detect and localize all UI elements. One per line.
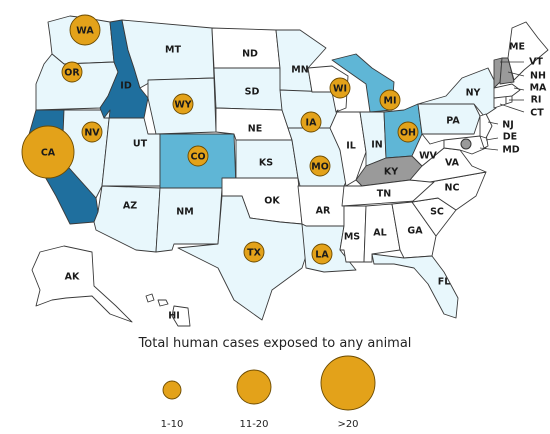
label-ny: NY xyxy=(466,88,481,99)
label-co: CO xyxy=(190,152,205,163)
label-fl: FL xyxy=(438,277,451,288)
bubble-mo[interactable] xyxy=(309,155,331,177)
label-mi: MI xyxy=(384,96,397,107)
legend: 1-10 11-20 >20 xyxy=(161,355,376,430)
label-tx: TX xyxy=(247,248,261,259)
label-wv: WV xyxy=(419,151,437,162)
label-in: IN xyxy=(371,140,383,151)
label-nd: ND xyxy=(242,49,258,60)
state-tx[interactable] xyxy=(177,195,309,321)
label-nm: NM xyxy=(176,207,193,218)
legend-label-medium: 11-20 xyxy=(239,419,268,430)
label-ms: MS xyxy=(344,232,360,243)
state-nj[interactable] xyxy=(479,113,493,139)
state-hi-3[interactable] xyxy=(171,305,191,327)
label-mn: MN xyxy=(291,65,308,76)
label-wi: WI xyxy=(333,84,347,95)
label-nv: NV xyxy=(84,128,100,139)
state-ak[interactable] xyxy=(31,245,133,323)
label-il: IL xyxy=(346,141,356,152)
label-nh: NH xyxy=(530,71,546,82)
bubble-oh[interactable] xyxy=(397,121,419,143)
state-ut[interactable] xyxy=(101,109,161,187)
label-or: OR xyxy=(64,68,80,79)
state-hi-1[interactable] xyxy=(145,293,155,303)
label-mt: MT xyxy=(165,45,181,56)
label-de: DE xyxy=(503,132,517,143)
label-md: MD xyxy=(502,145,519,156)
label-nj: NJ xyxy=(502,120,514,131)
callout-lines xyxy=(479,61,525,151)
bubble-or[interactable] xyxy=(61,61,83,83)
bubble-ia[interactable] xyxy=(300,111,322,133)
bubble-la[interactable] xyxy=(311,243,333,265)
label-hi: HI xyxy=(168,311,180,322)
legend-label-large: >20 xyxy=(337,419,358,430)
state-wi[interactable] xyxy=(307,65,349,113)
label-nc: NC xyxy=(445,183,460,194)
bubble-co[interactable] xyxy=(187,145,209,167)
bubble-layer xyxy=(21,14,419,265)
label-ga: GA xyxy=(407,226,423,237)
state-labels: WA OR CA NV ID MT WY UT CO AZ NM ND SD N… xyxy=(41,26,547,322)
label-va: VA xyxy=(445,158,460,169)
label-ia: IA xyxy=(306,118,318,129)
state-fl[interactable] xyxy=(371,253,459,319)
label-ct: CT xyxy=(530,108,544,119)
bubble-mi[interactable] xyxy=(379,89,401,111)
state-nm[interactable] xyxy=(155,187,223,253)
bubble-wi[interactable] xyxy=(329,77,351,99)
state-nh[interactable] xyxy=(499,57,515,85)
label-sd: SD xyxy=(245,87,260,98)
label-ut: UT xyxy=(133,139,148,150)
label-sc: SC xyxy=(430,207,444,218)
state-az[interactable] xyxy=(93,185,161,253)
label-ks: KS xyxy=(259,158,273,169)
state-me[interactable] xyxy=(507,21,549,81)
state-nc[interactable] xyxy=(411,171,487,211)
state-ma[interactable] xyxy=(493,83,521,99)
label-la: LA xyxy=(315,250,329,261)
label-wa: WA xyxy=(76,26,94,37)
label-wy: WY xyxy=(174,100,191,111)
bubble-nv[interactable] xyxy=(81,121,103,143)
label-ma: MA xyxy=(530,83,547,94)
legend-title: Total human cases exposed to any animal xyxy=(138,336,412,351)
state-hi-2[interactable] xyxy=(157,299,169,307)
label-ok: OK xyxy=(264,196,280,207)
label-ca: CA xyxy=(41,148,56,159)
label-al: AL xyxy=(373,228,386,239)
states-layer xyxy=(27,15,549,327)
legend-bubble-large xyxy=(320,355,376,411)
label-pa: PA xyxy=(446,116,460,127)
bubble-wy[interactable] xyxy=(172,93,194,115)
label-tn: TN xyxy=(377,189,391,200)
label-me: ME xyxy=(509,42,525,53)
label-ar: AR xyxy=(316,206,331,217)
label-vt: VT xyxy=(529,57,543,68)
bubble-ca[interactable] xyxy=(21,125,75,179)
label-az: AZ xyxy=(123,201,137,212)
legend-label-small: 1-10 xyxy=(161,419,184,430)
legend-bubble-medium xyxy=(236,369,272,405)
label-ky: KY xyxy=(384,167,398,178)
label-ri: RI xyxy=(531,95,542,106)
dc-marker[interactable] xyxy=(460,138,472,150)
bubble-tx[interactable] xyxy=(243,241,265,263)
label-ak: AK xyxy=(65,272,80,283)
label-ne: NE xyxy=(248,124,262,135)
label-id: ID xyxy=(120,81,132,92)
legend-bubble-small xyxy=(162,380,182,400)
bubble-wa[interactable] xyxy=(69,14,101,46)
label-oh: OH xyxy=(400,128,416,139)
label-mo: MO xyxy=(311,162,329,173)
